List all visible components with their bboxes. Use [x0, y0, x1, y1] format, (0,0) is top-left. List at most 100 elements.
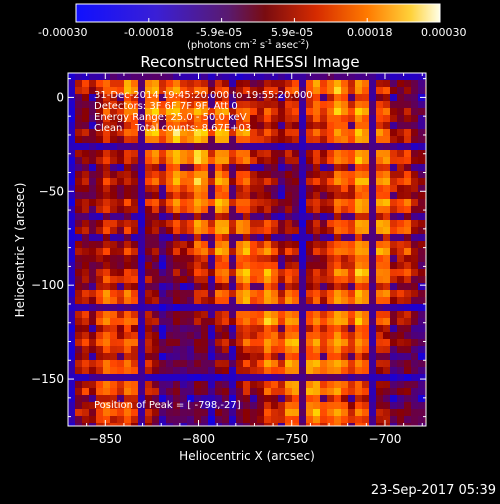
image-pixel [229, 136, 236, 143]
annotation-detectors: Detectors: 3F 6F 7F 9F, Att 0 [94, 101, 238, 112]
image-pixel [404, 73, 411, 80]
image-pixel [75, 108, 82, 115]
image-pixel [369, 346, 376, 353]
image-pixel [278, 185, 285, 192]
image-pixel [299, 164, 306, 171]
image-pixel [264, 388, 271, 395]
image-pixel [173, 199, 180, 206]
image-pixel [124, 115, 131, 122]
image-pixel [320, 416, 327, 423]
image-pixel [215, 332, 222, 339]
image-pixel [82, 199, 89, 206]
image-pixel [131, 213, 138, 220]
image-pixel [82, 276, 89, 283]
image-pixel [89, 108, 96, 115]
image-pixel [229, 318, 236, 325]
image-pixel [222, 353, 229, 360]
image-pixel [173, 381, 180, 388]
image-pixel [306, 311, 313, 318]
image-pixel [306, 213, 313, 220]
image-pixel [124, 164, 131, 171]
image-pixel [306, 255, 313, 262]
image-pixel [145, 115, 152, 122]
image-pixel [320, 269, 327, 276]
image-pixel [236, 178, 243, 185]
image-pixel [278, 332, 285, 339]
image-pixel [271, 318, 278, 325]
image-pixel [418, 171, 425, 178]
image-pixel [138, 129, 145, 136]
image-pixel [180, 388, 187, 395]
image-pixel [376, 311, 383, 318]
image-pixel [145, 367, 152, 374]
image-pixel [271, 220, 278, 227]
image-pixel [306, 122, 313, 129]
image-pixel [173, 157, 180, 164]
image-pixel [201, 164, 208, 171]
image-pixel [201, 339, 208, 346]
image-pixel [166, 353, 173, 360]
image-pixel [292, 178, 299, 185]
image-pixel [411, 234, 418, 241]
image-pixel [285, 192, 292, 199]
image-pixel [222, 290, 229, 297]
image-pixel [292, 269, 299, 276]
image-pixel [110, 367, 117, 374]
image-pixel [145, 136, 152, 143]
image-pixel [418, 388, 425, 395]
image-pixel [355, 94, 362, 101]
image-pixel [194, 374, 201, 381]
image-pixel [320, 108, 327, 115]
image-pixel [285, 360, 292, 367]
image-pixel [89, 115, 96, 122]
image-pixel [75, 171, 82, 178]
image-pixel [334, 234, 341, 241]
image-pixel [327, 241, 334, 248]
image-pixel [411, 185, 418, 192]
image-pixel [117, 409, 124, 416]
image-pixel [75, 122, 82, 129]
image-pixel [355, 311, 362, 318]
image-pixel [152, 80, 159, 87]
image-pixel [229, 213, 236, 220]
image-pixel [257, 381, 264, 388]
image-pixel [404, 80, 411, 87]
image-pixel [320, 129, 327, 136]
image-pixel [348, 381, 355, 388]
image-pixel [89, 129, 96, 136]
image-pixel [89, 374, 96, 381]
image-pixel [376, 87, 383, 94]
image-pixel [264, 409, 271, 416]
image-pixel [334, 423, 341, 426]
image-pixel [187, 206, 194, 213]
image-pixel [341, 262, 348, 269]
image-pixel [131, 101, 138, 108]
image-pixel [271, 115, 278, 122]
image-pixel [271, 101, 278, 108]
image-pixel [292, 304, 299, 311]
image-pixel [334, 213, 341, 220]
image-pixel [397, 94, 404, 101]
image-pixel [418, 262, 425, 269]
image-pixel [362, 178, 369, 185]
image-pixel [418, 136, 425, 143]
image-pixel [68, 87, 75, 94]
colorbar-tick-label-2: -5.9e-05 [196, 26, 242, 39]
image-pixel [334, 381, 341, 388]
image-pixel [411, 360, 418, 367]
image-pixel [278, 199, 285, 206]
image-pixel [376, 269, 383, 276]
image-pixel [376, 262, 383, 269]
image-pixel [362, 108, 369, 115]
image-pixel [292, 262, 299, 269]
image-pixel [68, 241, 75, 248]
image-pixel [110, 206, 117, 213]
image-pixel [117, 101, 124, 108]
image-pixel [110, 374, 117, 381]
image-pixel [369, 241, 376, 248]
image-pixel [166, 164, 173, 171]
image-pixel [187, 262, 194, 269]
image-pixel [194, 311, 201, 318]
image-pixel [103, 199, 110, 206]
image-pixel [159, 206, 166, 213]
